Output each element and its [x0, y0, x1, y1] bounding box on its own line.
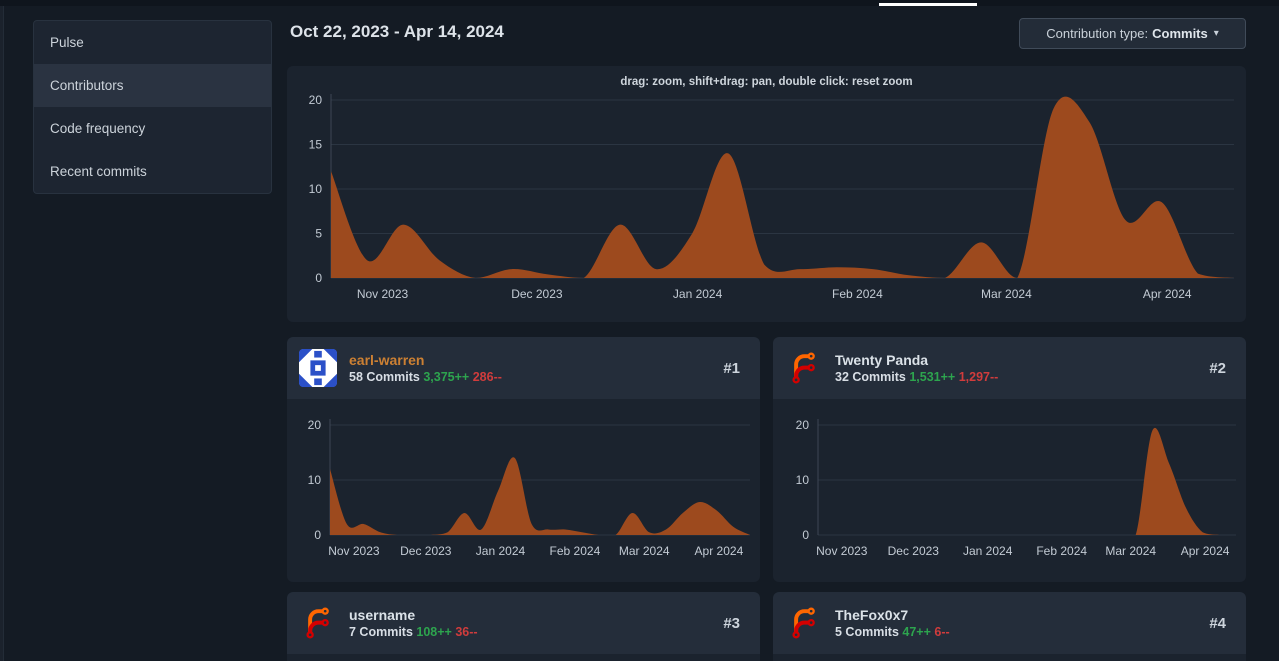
sidebar-item-recent-commits[interactable]: Recent commits [50, 164, 147, 179]
contributor-stats: 5 Commits 47++ 6-- [835, 625, 950, 639]
contributor-card-4: TheFox0x7 5 Commits 47++ 6-- #4 [773, 592, 1246, 661]
contribution-type-dropdown[interactable]: Contribution type: Commits ▾ [1019, 18, 1246, 49]
contributor-card-1: earl-warren 58 Commits 3,375++ 286-- #1 … [287, 337, 760, 582]
contributor-name[interactable]: TheFox0x7 [835, 607, 909, 623]
svg-text:Apr 2024: Apr 2024 [695, 544, 744, 558]
contributor-card-header: TheFox0x7 5 Commits 47++ 6-- #4 [773, 592, 1246, 654]
window-left-edge [0, 6, 4, 661]
contributor-identity: username 7 Commits 108++ 36-- [349, 607, 478, 639]
svg-text:Dec 2023: Dec 2023 [511, 287, 563, 301]
activity-sidebar-menu: Pulse Contributors Code frequency Recent… [33, 20, 272, 194]
contributor-area-chart[interactable]: 0 10 20 Nov 2023 Dec 2023 Jan 2024 Feb 2024 Mar… [773, 399, 1246, 582]
svg-text:Nov 2023: Nov 2023 [816, 544, 868, 558]
contributor-card-3: username 7 Commits 108++ 36-- #3 [287, 592, 760, 661]
rank-badge: #3 [723, 614, 740, 632]
contributor-card-header: earl-warren 58 Commits 3,375++ 286-- #1 [287, 337, 760, 399]
rank-badge: #2 [1209, 359, 1226, 377]
additions-count: 108++ [416, 625, 452, 639]
sidebar-item-code-frequency[interactable]: Code frequency [50, 121, 146, 136]
svg-text:Feb 2024: Feb 2024 [832, 287, 883, 301]
deletions-count: 1,297-- [958, 370, 999, 384]
svg-text:5: 5 [315, 227, 322, 241]
svg-text:Apr 2024: Apr 2024 [1143, 287, 1192, 301]
svg-text:Nov 2023: Nov 2023 [328, 544, 380, 558]
additions-count: 47++ [902, 625, 931, 639]
svg-text:10: 10 [308, 473, 322, 487]
commit-count: 7 Commits [349, 625, 413, 639]
chart-zoom-hint: drag: zoom, shift+drag: pan, double clic… [620, 76, 913, 88]
date-range-heading: Oct 22, 2023 - Apr 14, 2024 [290, 22, 504, 41]
top-tab-strip [0, 0, 1279, 6]
svg-text:0: 0 [802, 528, 809, 542]
contributor-card-header: Twenty Panda 32 Commits 1,531++ 1,297-- … [773, 337, 1246, 399]
svg-text:10: 10 [796, 473, 810, 487]
svg-text:Mar 2024: Mar 2024 [1105, 544, 1156, 558]
contributor-name[interactable]: Twenty Panda [835, 352, 929, 368]
svg-text:Jan 2024: Jan 2024 [963, 544, 1013, 558]
contributions-area-chart[interactable]: 0 5 10 15 20 Nov 2023 Dec 2023 Jan 2024 Feb 2024… [287, 66, 1246, 322]
identicon-avatar[interactable] [299, 349, 337, 387]
svg-text:Mar 2024: Mar 2024 [981, 287, 1032, 301]
svg-text:20: 20 [309, 93, 323, 107]
active-tab-underline [879, 3, 977, 6]
contribution-type-value: Commits [1152, 26, 1208, 41]
contributor-area-chart[interactable]: 0 10 20 Nov 2023 Dec 2023 Jan 2024 Feb 2024 Mar… [287, 399, 760, 582]
main-contributions-chart-panel: drag: zoom, shift+drag: pan, double clic… [287, 66, 1246, 322]
svg-text:Jan 2024: Jan 2024 [476, 544, 526, 558]
contributor-card-2: Twenty Panda 32 Commits 1,531++ 1,297-- … [773, 337, 1246, 582]
rank-badge: #4 [1209, 614, 1226, 632]
contributor-card-header: username 7 Commits 108++ 36-- #3 [287, 592, 760, 654]
svg-text:15: 15 [309, 138, 323, 152]
svg-text:Nov 2023: Nov 2023 [357, 287, 409, 301]
contribution-type-label: Contribution type: [1046, 26, 1149, 41]
rank-badge: #1 [723, 359, 740, 377]
svg-text:Apr 2024: Apr 2024 [1181, 544, 1230, 558]
svg-text:Feb 2024: Feb 2024 [550, 544, 601, 558]
contributor-stats: 58 Commits 3,375++ 286-- [349, 370, 502, 384]
svg-text:Jan 2024: Jan 2024 [673, 287, 723, 301]
forgejo-logo-avatar[interactable] [785, 349, 823, 387]
svg-text:Mar 2024: Mar 2024 [619, 544, 670, 558]
svg-text:10: 10 [309, 182, 323, 196]
deletions-count: 286-- [472, 370, 502, 384]
contributor-identity: Twenty Panda 32 Commits 1,531++ 1,297-- [835, 352, 998, 384]
forgejo-logo-avatar[interactable] [299, 604, 337, 642]
svg-text:Dec 2023: Dec 2023 [888, 544, 940, 558]
contributor-identity: TheFox0x7 5 Commits 47++ 6-- [835, 607, 950, 639]
chevron-down-icon: ▾ [1213, 28, 1219, 39]
svg-text:0: 0 [315, 271, 322, 285]
svg-text:0: 0 [314, 528, 321, 542]
contributor-name[interactable]: username [349, 607, 416, 623]
commit-count: 32 Commits [835, 370, 906, 384]
additions-count: 3,375++ [423, 370, 470, 384]
deletions-count: 36-- [455, 625, 478, 639]
svg-text:Dec 2023: Dec 2023 [400, 544, 452, 558]
forgejo-logo-avatar[interactable] [785, 604, 823, 642]
deletions-count: 6-- [934, 625, 950, 639]
contributor-stats: 32 Commits 1,531++ 1,297-- [835, 370, 998, 384]
sidebar-item-pulse[interactable]: Pulse [50, 35, 84, 50]
svg-text:20: 20 [796, 418, 810, 432]
svg-text:Feb 2024: Feb 2024 [1036, 544, 1087, 558]
contributor-name-link[interactable]: earl-warren [349, 352, 425, 368]
sidebar-item-contributors[interactable]: Contributors [34, 64, 271, 107]
additions-count: 1,531++ [909, 370, 956, 384]
svg-text:20: 20 [308, 418, 322, 432]
contributor-identity: earl-warren 58 Commits 3,375++ 286-- [349, 352, 502, 384]
contributor-cards: earl-warren 58 Commits 3,375++ 286-- #1 … [287, 337, 1246, 661]
commit-count: 5 Commits [835, 625, 899, 639]
commit-count: 58 Commits [349, 370, 420, 384]
contributor-stats: 7 Commits 108++ 36-- [349, 625, 478, 639]
